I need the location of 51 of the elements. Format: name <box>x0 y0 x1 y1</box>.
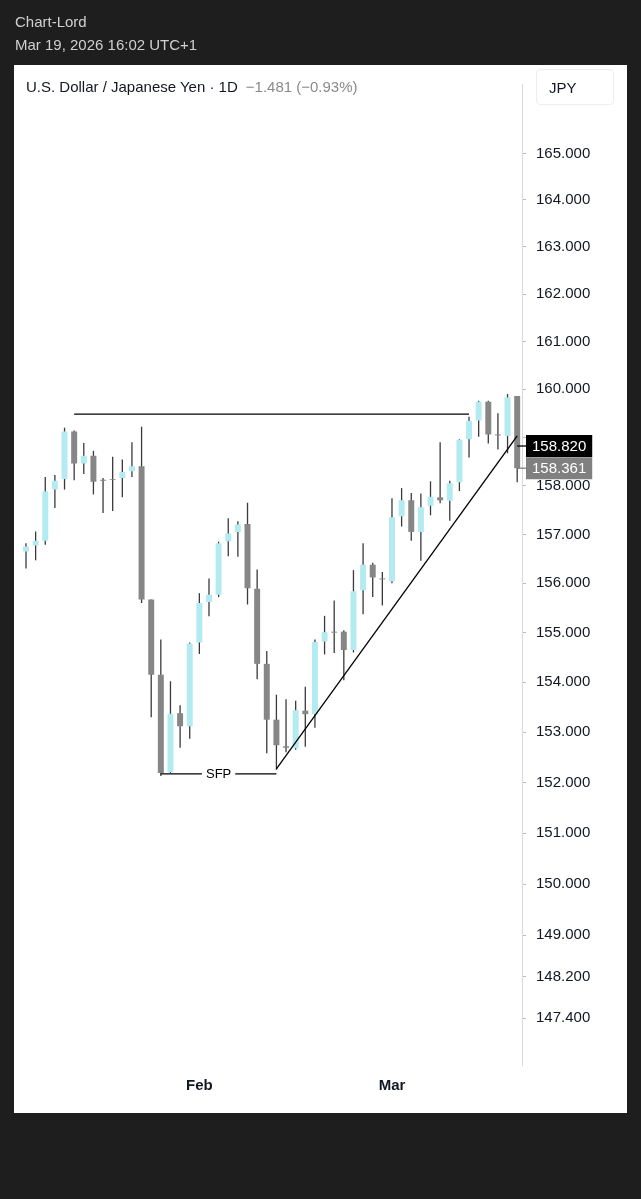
candlestick <box>109 455 116 512</box>
candlestick <box>321 615 328 656</box>
y-tick-label: 162.000 <box>536 284 591 302</box>
y-tick-label: 153.000 <box>536 722 591 740</box>
y-tick-label: 151.000 <box>536 823 591 841</box>
y-tick-label: 158.000 <box>536 475 591 493</box>
series-label: SFP <box>205 766 232 782</box>
candlestick <box>32 530 39 561</box>
y-tick-label: 149.000 <box>536 925 591 943</box>
candlestick <box>369 562 376 598</box>
y-tick-label: 154.000 <box>536 672 591 690</box>
candlestick <box>437 441 444 504</box>
candlestick <box>51 474 58 509</box>
candlestick <box>206 577 212 617</box>
y-tick-label: 161.000 <box>536 331 591 349</box>
chart-title: U.S. Dollar / Japanese Yen · 1D <box>26 78 238 95</box>
candlestick <box>475 400 482 438</box>
candlestick <box>119 458 126 498</box>
candlestick <box>446 480 453 522</box>
y-tick-label: 164.000 <box>536 190 591 208</box>
y-tick-label: 152.000 <box>536 772 591 790</box>
ref-line-label: 158.820 <box>532 437 587 455</box>
candlestick <box>466 415 473 459</box>
y-tick-label: 150.000 <box>536 874 591 892</box>
candlestick <box>80 442 87 475</box>
y-tick-label: 148.200 <box>536 966 591 984</box>
y-tick-label: 155.000 <box>536 622 591 640</box>
y-tick-label: 157.000 <box>536 524 591 542</box>
y-tick-label: 160.000 <box>536 379 591 397</box>
ref-line-label: 158.361 <box>532 459 587 477</box>
y-axis-title: JPY <box>536 69 614 105</box>
candlestick <box>234 520 241 558</box>
y-tick-label: 165.000 <box>536 143 591 161</box>
candlestick <box>494 412 501 451</box>
x-tick-label: Feb <box>186 1076 213 1094</box>
candlestick <box>100 477 107 514</box>
candlestick <box>177 704 184 749</box>
candlestick <box>331 599 338 654</box>
candlestick <box>379 571 386 607</box>
candlestick <box>225 517 232 558</box>
candlestick <box>128 441 135 478</box>
candlestick <box>398 487 405 528</box>
candlestick <box>283 698 290 753</box>
chart-subtitle: −1.481 (−0.93%) <box>245 78 358 95</box>
candlestick <box>340 629 347 681</box>
x-tick-label: Mar <box>378 1076 406 1094</box>
y-tick-label: 156.000 <box>536 573 591 591</box>
y-tick-label: 163.000 <box>536 237 591 254</box>
y-tick-label: 147.400 <box>536 1008 591 1026</box>
text: Chart-Lord <box>15 12 88 32</box>
text: Mar 19, 2026 16:02 UTC+1 <box>15 35 198 55</box>
